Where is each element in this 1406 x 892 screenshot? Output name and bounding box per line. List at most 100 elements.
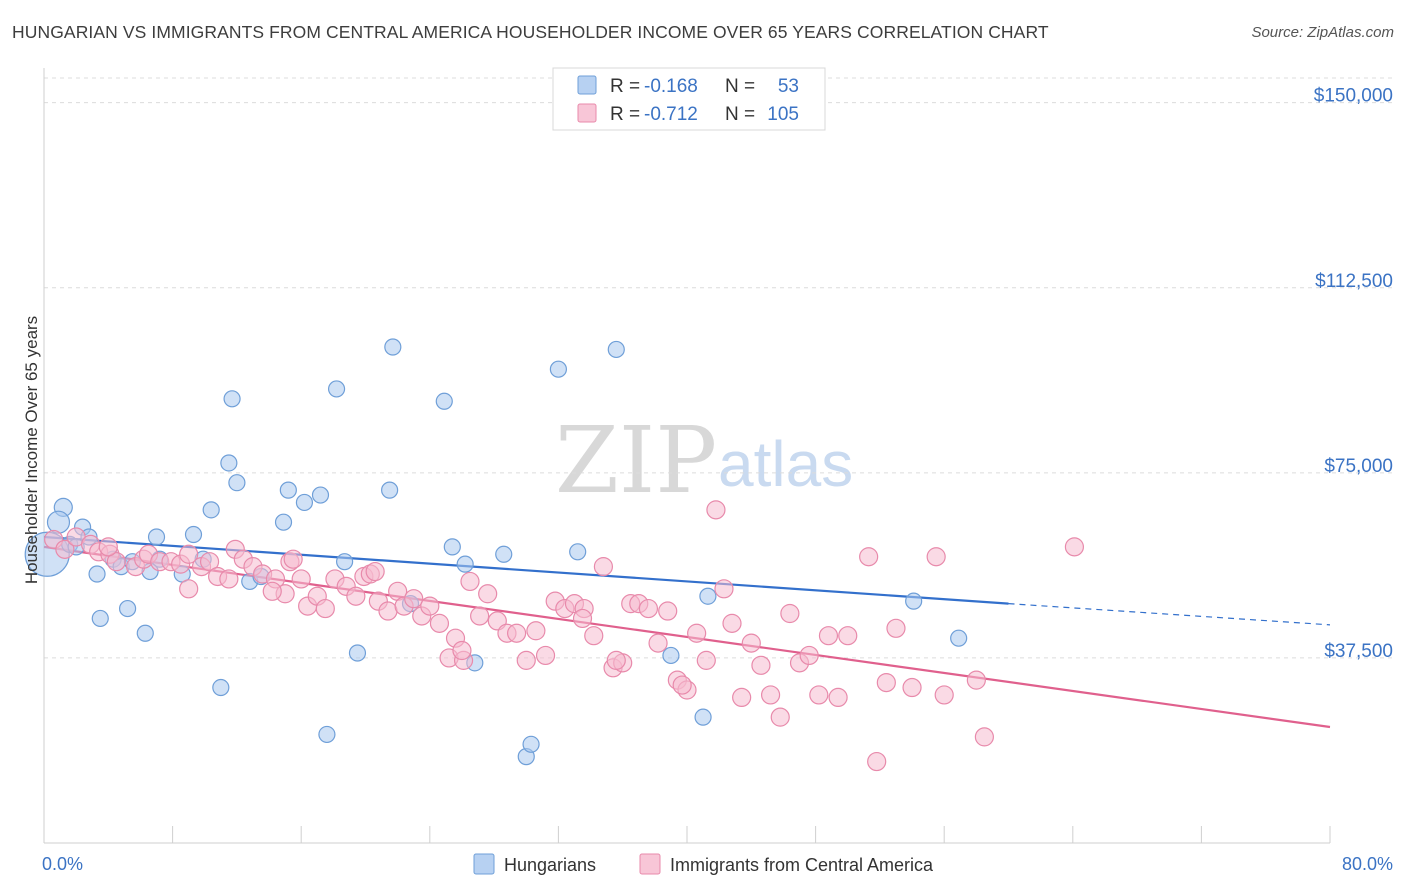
point-series0-2 bbox=[46, 510, 71, 534]
x-label-left: 0.0% bbox=[42, 854, 83, 874]
point-series1-31 bbox=[346, 586, 366, 606]
chart-title: HUNGARIAN VS IMMIGRANTS FROM CENTRAL AME… bbox=[12, 22, 1049, 42]
point-series1-52 bbox=[526, 621, 546, 641]
point-series0-31 bbox=[435, 392, 453, 410]
point-series1-90 bbox=[926, 547, 946, 567]
point-series1-40 bbox=[420, 596, 440, 616]
series-legend: Hungarians Immigrants from Central Ameri… bbox=[473, 853, 934, 875]
point-series1-15 bbox=[199, 552, 220, 572]
point-series0-28 bbox=[384, 338, 402, 356]
point-series1-72 bbox=[714, 579, 734, 599]
point-series1-50 bbox=[507, 623, 527, 643]
series-legend-swatch-central-america bbox=[639, 853, 661, 875]
correlation-legend: R = -0.168 N = 53 R = -0.712 N = 105 bbox=[552, 67, 826, 131]
point-series0-50 bbox=[318, 725, 336, 744]
point-series0-40 bbox=[607, 340, 625, 359]
point-series1-73 bbox=[722, 613, 742, 633]
point-series0-35 bbox=[495, 545, 513, 563]
point-series1-76 bbox=[751, 655, 771, 675]
point-series0-17 bbox=[228, 474, 246, 492]
point-series0-23 bbox=[295, 493, 314, 512]
point-series1-17 bbox=[219, 569, 239, 589]
point-series0-48 bbox=[136, 624, 154, 642]
point-series1-78 bbox=[770, 707, 790, 727]
point-series1-92 bbox=[966, 670, 986, 690]
point-series1-85 bbox=[859, 547, 879, 567]
point-series1-47 bbox=[478, 584, 498, 604]
legend-n-value-2: 105 bbox=[767, 104, 799, 125]
y-tick-label-2: $112,500 bbox=[1315, 271, 1393, 292]
point-series0-39 bbox=[569, 543, 587, 561]
point-series1-75 bbox=[741, 633, 761, 653]
legend-r-label-1: R = bbox=[610, 76, 640, 97]
point-series1-98 bbox=[365, 561, 385, 582]
point-series0-18 bbox=[223, 390, 241, 408]
point-series0-44 bbox=[905, 592, 923, 610]
point-series1-88 bbox=[886, 618, 906, 638]
point-series0-16 bbox=[220, 454, 238, 472]
point-series1-100 bbox=[262, 581, 282, 601]
point-series0-37 bbox=[522, 735, 540, 753]
point-series1-103 bbox=[283, 549, 303, 569]
point-series0-26 bbox=[336, 553, 354, 571]
point-series1-77 bbox=[760, 685, 781, 705]
trend-line-series0 bbox=[43, 535, 1009, 605]
point-series1-51 bbox=[516, 650, 536, 670]
point-series1-70 bbox=[696, 650, 716, 670]
point-series0-21 bbox=[274, 513, 293, 531]
point-series1-89 bbox=[902, 677, 922, 698]
point-series1-28 bbox=[315, 598, 335, 619]
point-series1-59 bbox=[593, 557, 614, 577]
watermark-zip: ZIP bbox=[555, 407, 717, 514]
legend-n-value-1: 53 bbox=[778, 76, 799, 97]
point-series1-69 bbox=[687, 623, 707, 643]
point-series1-41 bbox=[429, 613, 450, 633]
point-series1-79 bbox=[780, 603, 800, 624]
legend-r-value-1: -0.168 bbox=[644, 76, 698, 97]
point-series1-38 bbox=[404, 589, 424, 609]
point-series0-33 bbox=[456, 555, 474, 573]
point-series1-81 bbox=[799, 645, 819, 666]
point-series1-101 bbox=[179, 579, 199, 599]
y-tick-labels: $37,500 $75,000 $112,500 $150,000 bbox=[1314, 86, 1393, 662]
legend-box bbox=[552, 67, 826, 131]
point-series1-82 bbox=[809, 685, 829, 705]
y-tick-label-3: $150,000 bbox=[1314, 86, 1393, 107]
legend-n-label-2: N = bbox=[725, 104, 755, 125]
series-legend-swatch-hungarians bbox=[473, 853, 495, 875]
point-series1-104 bbox=[98, 537, 118, 557]
point-series0-13 bbox=[184, 525, 203, 544]
point-series1-53 bbox=[535, 645, 556, 666]
point-series0-42 bbox=[694, 708, 712, 726]
point-series1-66 bbox=[658, 601, 678, 621]
point-series1-83 bbox=[818, 626, 839, 646]
point-series1-91 bbox=[934, 685, 954, 705]
legend-swatch-central-america bbox=[577, 103, 597, 123]
point-series1-93 bbox=[974, 727, 994, 747]
point-series0-15 bbox=[202, 501, 220, 519]
point-series0-27 bbox=[348, 644, 367, 662]
point-series1-84 bbox=[828, 687, 848, 708]
legend-swatch-hungarians bbox=[577, 75, 597, 95]
point-series1-97 bbox=[606, 650, 626, 670]
point-series0-7 bbox=[88, 565, 106, 583]
series-legend-central-america: Immigrants from Central America bbox=[670, 855, 934, 875]
point-series1-1 bbox=[55, 539, 75, 559]
point-series1-46 bbox=[470, 606, 490, 626]
y-tick-label-1: $75,000 bbox=[1324, 456, 1393, 477]
point-series1-35 bbox=[378, 601, 398, 621]
point-series1-58 bbox=[584, 626, 604, 646]
point-series0-38 bbox=[549, 360, 568, 378]
point-series0-10 bbox=[147, 528, 166, 546]
point-series1-45 bbox=[460, 571, 480, 592]
legend-r-value-2: -0.712 bbox=[644, 104, 698, 125]
point-series0-47 bbox=[91, 609, 109, 628]
legend-n-label-1: N = bbox=[725, 76, 755, 97]
point-series1-87 bbox=[876, 672, 896, 693]
point-series1-74 bbox=[732, 687, 752, 708]
point-series1-13 bbox=[179, 544, 199, 564]
point-series0-29 bbox=[381, 481, 399, 499]
point-series0-32 bbox=[443, 538, 461, 556]
legend-r-label-2: R = bbox=[610, 104, 640, 125]
